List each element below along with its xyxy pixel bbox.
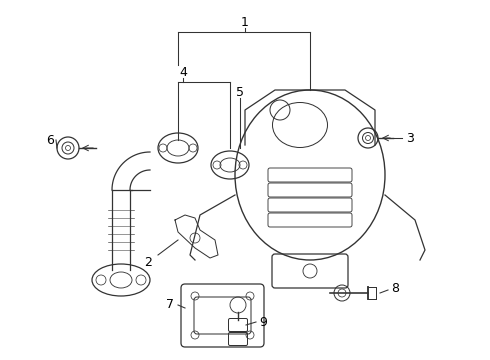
Text: 2: 2 <box>144 256 152 269</box>
Text: 5: 5 <box>236 85 244 99</box>
Text: 8: 8 <box>391 282 399 294</box>
Text: 6: 6 <box>46 134 54 147</box>
Text: 1: 1 <box>241 15 249 28</box>
Text: 9: 9 <box>259 315 267 328</box>
Text: 7: 7 <box>166 298 174 311</box>
Text: 3: 3 <box>406 131 414 144</box>
Text: 4: 4 <box>179 66 187 78</box>
